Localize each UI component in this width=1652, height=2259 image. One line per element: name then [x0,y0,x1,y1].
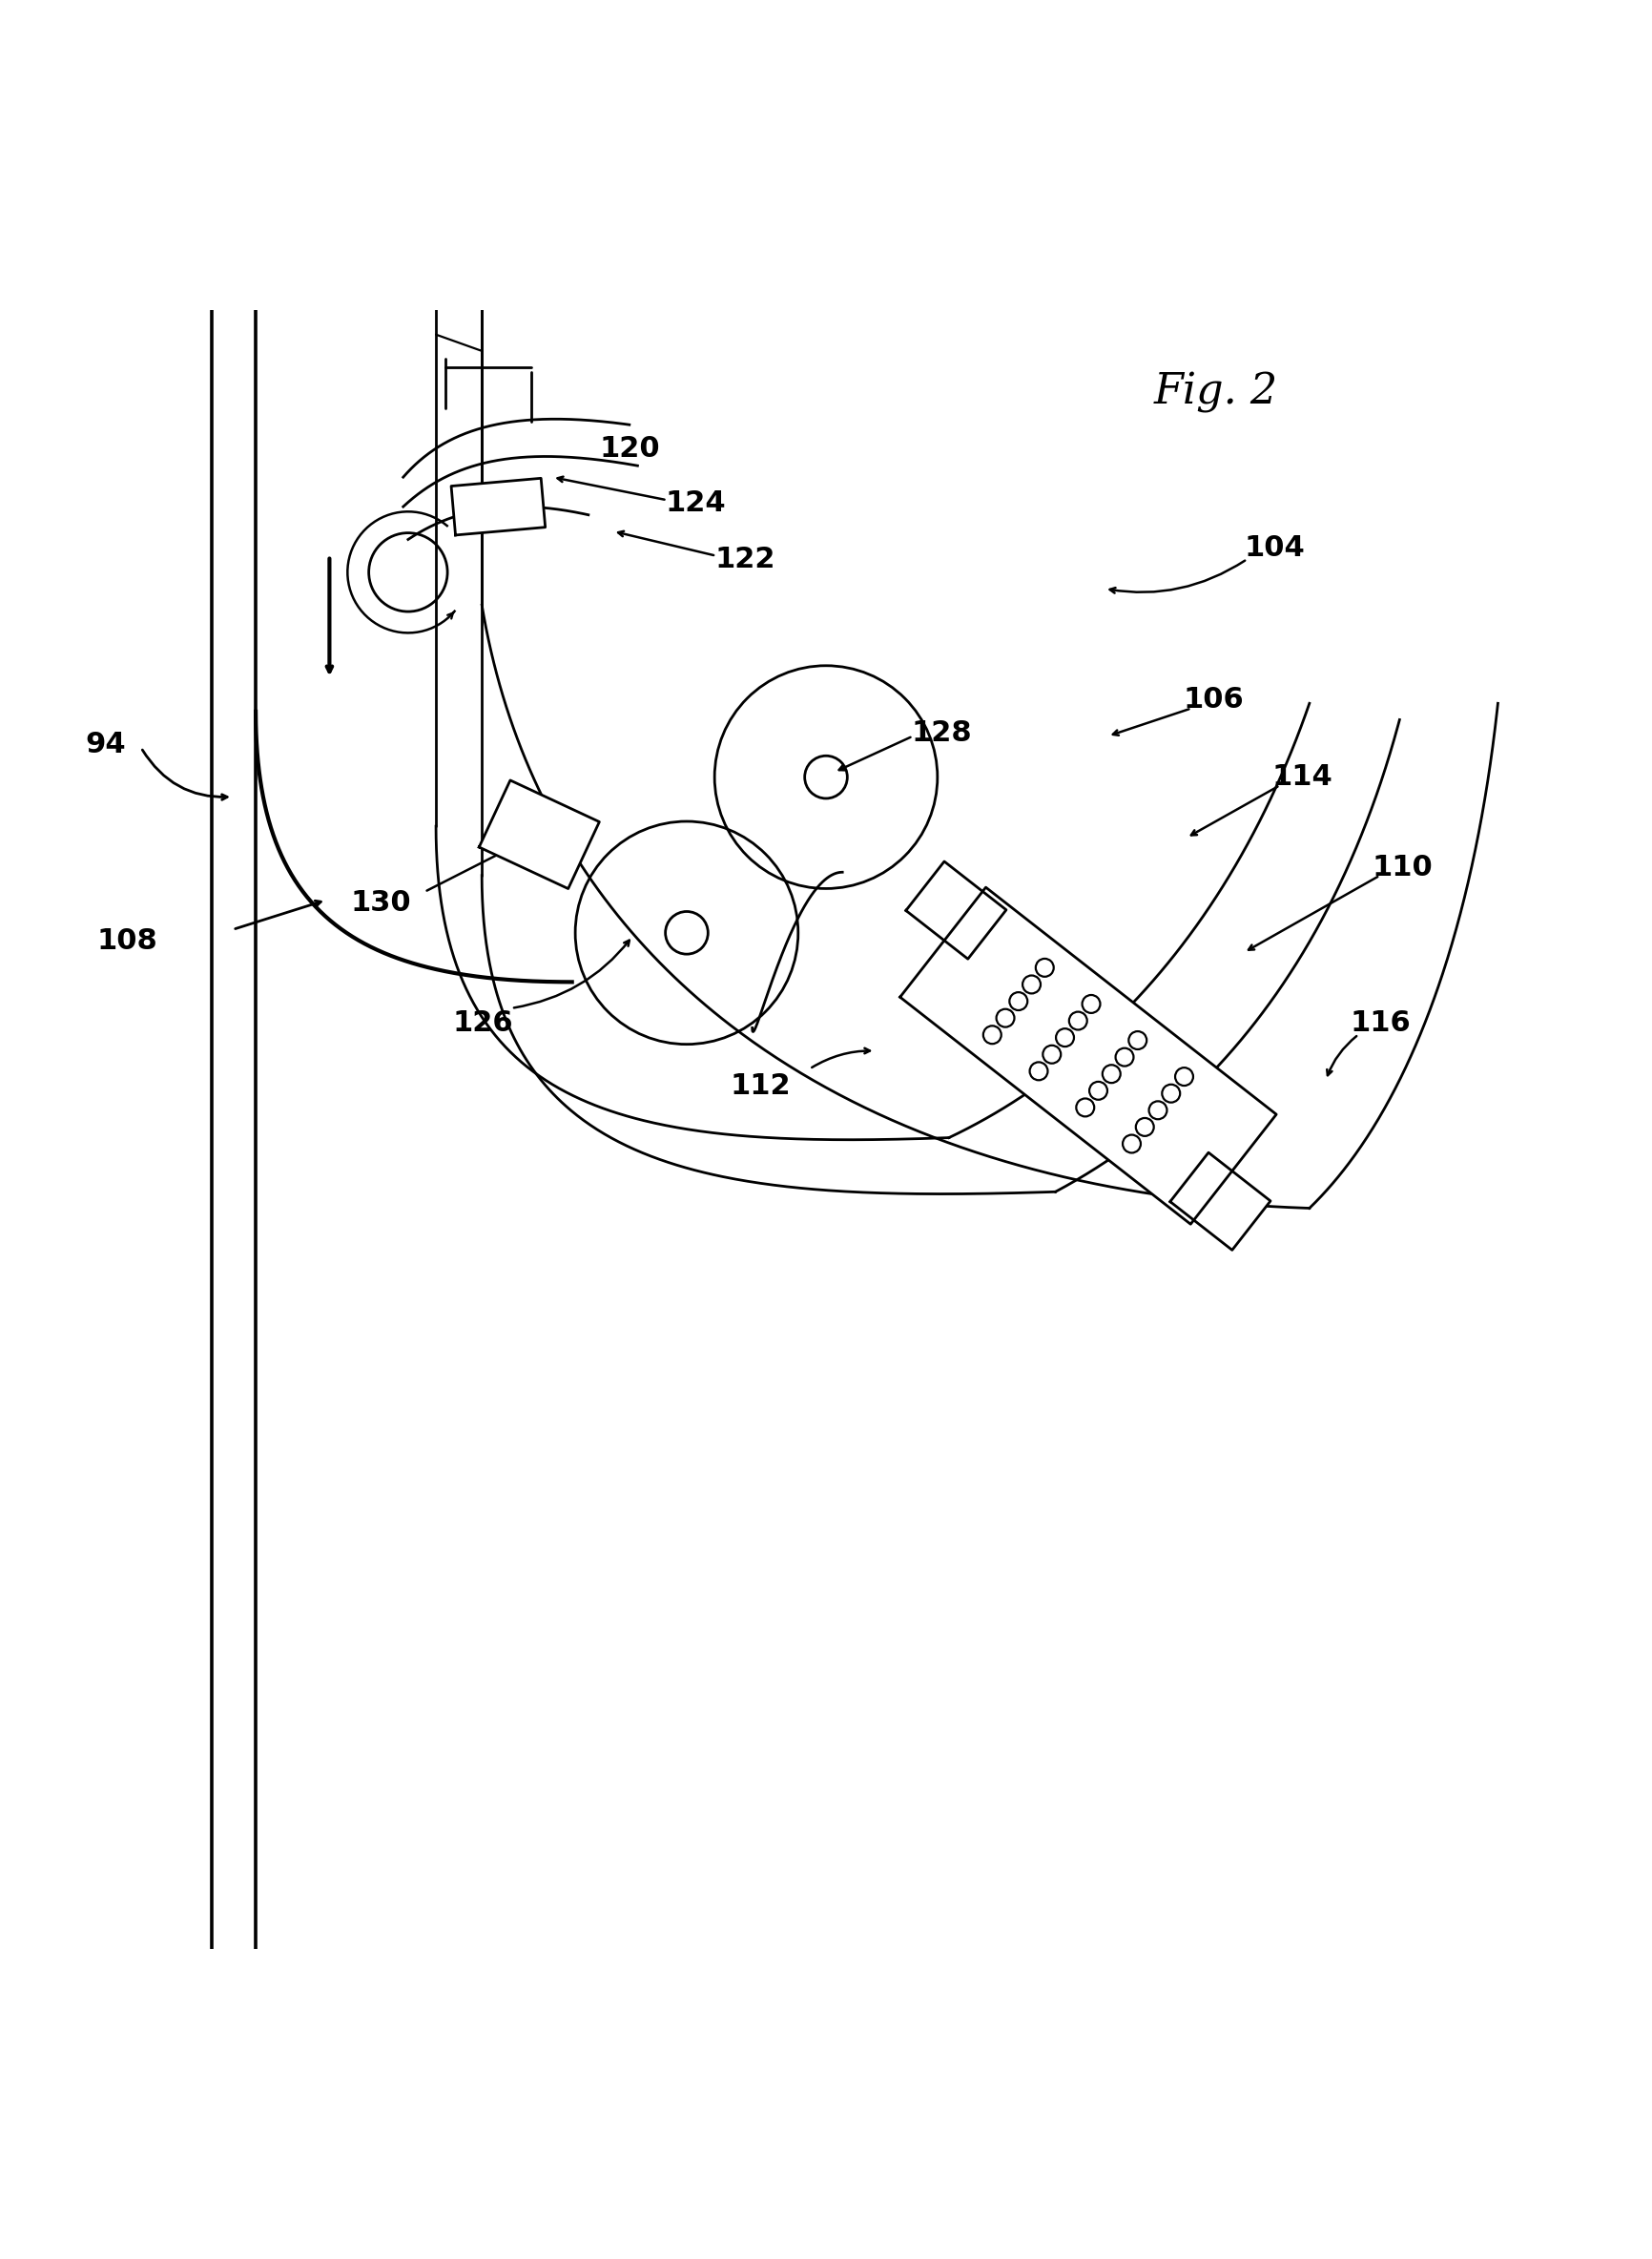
Text: 130: 130 [350,890,411,917]
Polygon shape [1170,1152,1270,1249]
Polygon shape [451,479,545,535]
Polygon shape [479,779,600,888]
Text: 94: 94 [86,730,126,759]
Text: Fig. 2: Fig. 2 [1153,373,1279,413]
Polygon shape [905,861,1006,960]
Text: 114: 114 [1272,764,1333,791]
Text: 124: 124 [666,490,727,517]
Text: 106: 106 [1183,687,1244,714]
Text: 120: 120 [600,436,661,463]
Text: 126: 126 [453,1010,514,1037]
Text: 104: 104 [1244,533,1305,562]
Polygon shape [900,888,1277,1224]
Text: 128: 128 [912,718,971,748]
Text: 110: 110 [1371,854,1432,881]
Text: 122: 122 [715,544,775,574]
Text: 116: 116 [1350,1010,1411,1037]
Text: 108: 108 [97,926,157,956]
Text: 112: 112 [730,1073,791,1100]
